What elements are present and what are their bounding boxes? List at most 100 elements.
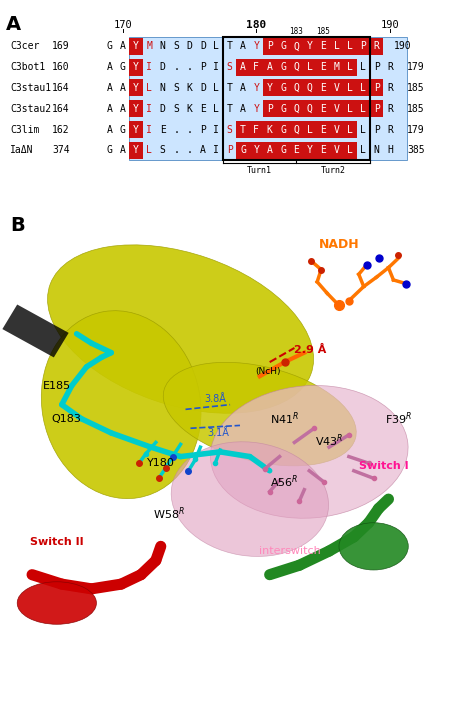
Text: .: . <box>187 62 192 72</box>
Text: P: P <box>200 62 206 72</box>
Bar <box>290 59 303 76</box>
Bar <box>343 121 356 138</box>
Text: Y: Y <box>254 145 259 156</box>
Text: L: L <box>213 83 219 93</box>
Bar <box>370 100 383 117</box>
Text: 160: 160 <box>52 62 70 72</box>
Text: E: E <box>320 145 326 156</box>
Text: Q183: Q183 <box>52 414 82 424</box>
Text: A: A <box>120 145 126 156</box>
Text: 374: 374 <box>52 145 70 156</box>
Bar <box>330 142 343 159</box>
Text: D: D <box>187 41 192 51</box>
Bar <box>303 38 317 55</box>
Text: K: K <box>187 104 192 114</box>
Text: N: N <box>160 83 166 93</box>
Bar <box>330 121 343 138</box>
Text: G: G <box>240 145 246 156</box>
Bar <box>276 38 290 55</box>
Bar <box>276 121 290 138</box>
Text: L: L <box>347 125 353 135</box>
Text: Y180: Y180 <box>147 458 175 468</box>
Text: 185: 185 <box>407 104 425 114</box>
Bar <box>263 59 276 76</box>
Text: B: B <box>10 216 25 235</box>
Text: interswitch: interswitch <box>259 546 320 556</box>
Text: A: A <box>120 104 126 114</box>
Text: P: P <box>374 83 380 93</box>
Ellipse shape <box>339 523 408 570</box>
Text: A: A <box>120 83 126 93</box>
Text: C3stau1: C3stau1 <box>10 83 51 93</box>
Text: A: A <box>106 62 112 72</box>
Bar <box>129 100 143 117</box>
Text: 164: 164 <box>52 83 70 93</box>
Text: Y: Y <box>133 145 139 156</box>
Bar <box>236 142 250 159</box>
Bar <box>236 121 250 138</box>
Text: V: V <box>334 125 339 135</box>
Bar <box>276 100 290 117</box>
Bar <box>343 59 356 76</box>
Text: E: E <box>320 104 326 114</box>
Text: Y: Y <box>133 83 139 93</box>
Text: I: I <box>146 62 152 72</box>
Text: Y: Y <box>133 125 139 135</box>
Text: 179: 179 <box>407 125 425 135</box>
Text: G: G <box>280 41 286 51</box>
Ellipse shape <box>17 582 96 625</box>
Text: N: N <box>374 145 380 156</box>
Text: S: S <box>173 83 179 93</box>
Text: A: A <box>240 62 246 72</box>
Text: B: B <box>10 216 25 235</box>
Text: Y: Y <box>254 83 259 93</box>
Bar <box>129 79 143 97</box>
Bar <box>317 142 330 159</box>
Text: F39$^R$: F39$^R$ <box>385 411 412 427</box>
Ellipse shape <box>47 245 314 414</box>
Text: Q: Q <box>293 62 300 72</box>
Bar <box>129 38 143 55</box>
Text: H: H <box>387 145 393 156</box>
Text: Q: Q <box>293 41 300 51</box>
Bar <box>263 142 276 159</box>
Bar <box>250 142 263 159</box>
Text: S: S <box>173 104 179 114</box>
Bar <box>276 79 290 97</box>
Text: T: T <box>227 83 233 93</box>
Text: D: D <box>160 104 166 114</box>
Text: Switch I: Switch I <box>359 461 408 471</box>
Text: K: K <box>267 125 273 135</box>
Text: P: P <box>360 41 366 51</box>
Text: 2.9 Å: 2.9 Å <box>294 345 327 355</box>
Bar <box>356 38 370 55</box>
Text: Y: Y <box>267 83 273 93</box>
Text: A: A <box>240 41 246 51</box>
Text: A: A <box>120 41 126 51</box>
Text: Y: Y <box>133 104 139 114</box>
Text: S: S <box>160 145 166 156</box>
Bar <box>223 37 370 160</box>
Text: 162: 162 <box>52 125 70 135</box>
Text: F: F <box>254 125 259 135</box>
Text: E: E <box>320 62 326 72</box>
Text: A: A <box>6 15 21 34</box>
Ellipse shape <box>163 362 356 466</box>
Text: Turn2: Turn2 <box>320 165 346 175</box>
Text: P: P <box>374 62 380 72</box>
Text: L: L <box>347 62 353 72</box>
Bar <box>276 142 290 159</box>
Text: S: S <box>227 62 233 72</box>
Bar <box>263 121 276 138</box>
Bar <box>129 121 143 138</box>
Bar <box>263 100 276 117</box>
Text: G: G <box>280 83 286 93</box>
Bar <box>317 121 330 138</box>
Text: E: E <box>293 145 300 156</box>
Bar <box>290 38 303 55</box>
Bar <box>290 79 303 97</box>
Bar <box>129 142 143 159</box>
Bar <box>343 79 356 97</box>
Bar <box>330 100 343 117</box>
Text: E: E <box>320 83 326 93</box>
